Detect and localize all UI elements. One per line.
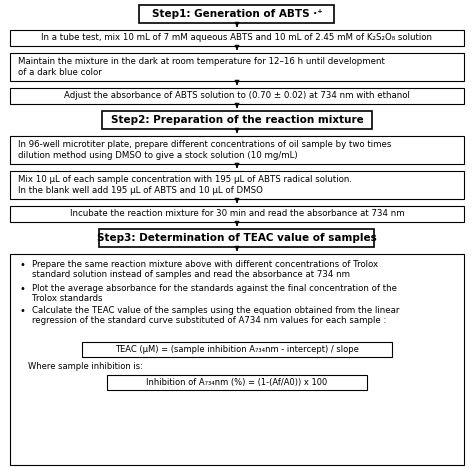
- FancyBboxPatch shape: [10, 136, 464, 164]
- Text: Incubate the reaction mixture for 30 min and read the absorbance at 734 nm: Incubate the reaction mixture for 30 min…: [70, 210, 404, 219]
- FancyBboxPatch shape: [139, 5, 335, 23]
- Text: Calculate the TEAC value of the samples using the equation obtained from the lin: Calculate the TEAC value of the samples …: [32, 306, 400, 325]
- Text: •: •: [20, 306, 26, 316]
- FancyBboxPatch shape: [10, 88, 464, 104]
- Text: In 96-well microtiter plate, prepare different concentrations of oil sample by t: In 96-well microtiter plate, prepare dif…: [18, 140, 392, 160]
- Text: Maintain the mixture in the dark at room temperature for 12–16 h until developme: Maintain the mixture in the dark at room…: [18, 57, 385, 77]
- Text: Step1: Generation of ABTS ·⁺: Step1: Generation of ABTS ·⁺: [152, 9, 322, 19]
- Text: Plot the average absorbance for the standards against the final concentration of: Plot the average absorbance for the stan…: [32, 284, 397, 303]
- FancyBboxPatch shape: [10, 171, 464, 199]
- Text: Step2: Preparation of the reaction mixture: Step2: Preparation of the reaction mixtu…: [110, 115, 364, 125]
- Text: •: •: [20, 284, 26, 294]
- Text: Where sample inhibition is:: Where sample inhibition is:: [28, 362, 143, 371]
- Text: Mix 10 μL of each sample concentration with 195 μL of ABTS radical solution.
In : Mix 10 μL of each sample concentration w…: [18, 176, 352, 195]
- FancyBboxPatch shape: [10, 30, 464, 46]
- Text: In a tube test, mix 10 mL of 7 mM aqueous ABTS and 10 mL of 2.45 mM of K₂S₂O₈ so: In a tube test, mix 10 mL of 7 mM aqueou…: [42, 34, 432, 43]
- Text: •: •: [20, 260, 26, 270]
- FancyBboxPatch shape: [100, 229, 374, 247]
- Text: Adjust the absorbance of ABTS solution to (0.70 ± 0.02) at 734 nm with ethanol: Adjust the absorbance of ABTS solution t…: [64, 92, 410, 101]
- FancyBboxPatch shape: [102, 111, 372, 129]
- FancyBboxPatch shape: [10, 254, 464, 465]
- Text: Prepare the same reaction mixture above with different concentrations of Trolox
: Prepare the same reaction mixture above …: [32, 260, 378, 279]
- Text: TEAC (μM) = (sample inhibition A₇₃₄nm - intercept) / slope: TEAC (μM) = (sample inhibition A₇₃₄nm - …: [115, 345, 359, 354]
- FancyBboxPatch shape: [82, 342, 392, 357]
- Text: Step3: Determination of TEAC value of samples: Step3: Determination of TEAC value of sa…: [97, 233, 377, 243]
- FancyBboxPatch shape: [10, 53, 464, 81]
- FancyBboxPatch shape: [107, 375, 367, 390]
- Text: Inhibition of A₇₃₄nm (%) = (1-(Af/A0)) x 100: Inhibition of A₇₃₄nm (%) = (1-(Af/A0)) x…: [146, 378, 328, 387]
- FancyBboxPatch shape: [10, 206, 464, 222]
